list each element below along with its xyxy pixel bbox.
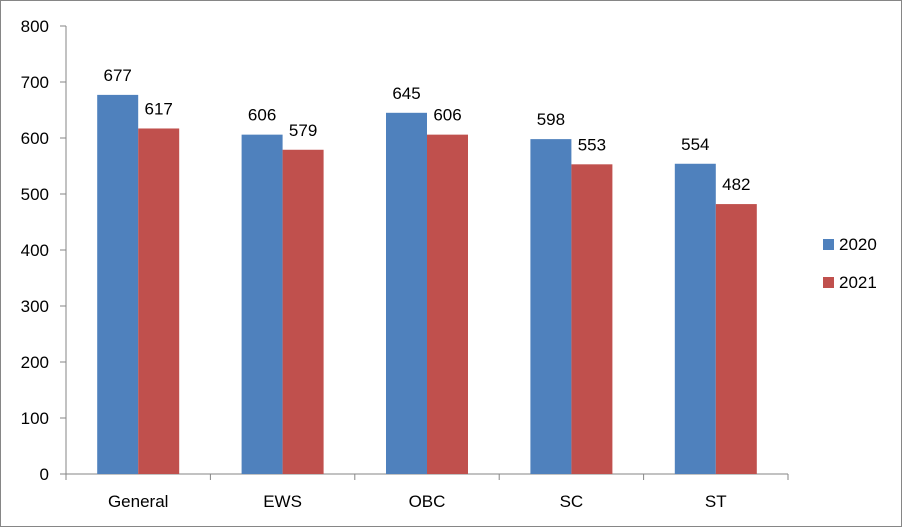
data-label: 645 — [392, 84, 420, 103]
bar-2021-sc — [571, 164, 613, 474]
data-label: 554 — [681, 135, 709, 154]
y-tick-label: 0 — [40, 465, 49, 484]
data-label: 482 — [722, 175, 750, 194]
data-label: 606 — [248, 106, 276, 125]
bar-2020-obc — [386, 112, 427, 475]
y-tick-label: 800 — [21, 17, 49, 36]
data-label: 617 — [145, 99, 173, 118]
bar-2020-st — [674, 163, 716, 474]
axes-layer: 0 100 200 300 400 500 600 700 800 General EWS OBC SC… — [21, 17, 789, 511]
legend-swatch — [823, 277, 834, 288]
data-label: 553 — [578, 135, 606, 154]
y-tick-label: 500 — [21, 185, 49, 204]
legend-swatch — [823, 239, 834, 250]
y-tick-label: 200 — [21, 353, 49, 372]
legend: 2020 2021 — [823, 235, 877, 292]
y-tick-label: 300 — [21, 297, 49, 316]
x-tick-label: SC — [560, 492, 584, 511]
data-label: 579 — [289, 121, 317, 140]
bar-2021-general — [138, 128, 180, 474]
y-tick-label: 100 — [21, 409, 49, 428]
data-labels-layer: 677 617 606 579 645 606 598 553 554 482 — [104, 66, 751, 194]
bar-2020-ews — [241, 134, 283, 474]
legend-label: 2020 — [839, 235, 877, 254]
y-tick-label: 400 — [21, 241, 49, 260]
bar-2020-general — [97, 94, 139, 474]
legend-label: 2021 — [839, 273, 877, 292]
y-tick-label: 600 — [21, 129, 49, 148]
data-label: 677 — [104, 66, 132, 85]
bar-2021-st — [715, 204, 757, 474]
bars-layer — [97, 94, 757, 475]
x-tick-label: General — [108, 492, 168, 511]
bar-2020-sc — [530, 139, 572, 474]
x-tick-label: ST — [705, 492, 727, 511]
y-tick-label: 700 — [21, 73, 49, 92]
bar-2021-ews — [282, 149, 324, 474]
x-tick-label: OBC — [409, 492, 446, 511]
x-tick-label: EWS — [263, 492, 302, 511]
data-label: 606 — [433, 106, 461, 125]
bar-2021-obc — [427, 134, 468, 474]
data-label: 598 — [537, 110, 565, 129]
